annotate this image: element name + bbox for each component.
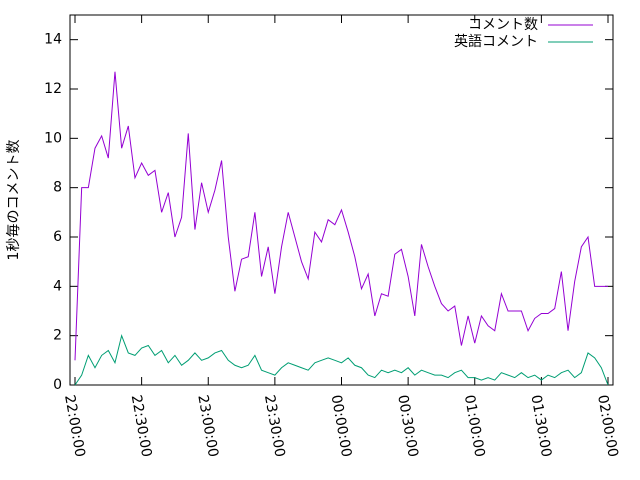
plot-frame	[69, 14, 614, 386]
x-tick-label: 23:30:00	[261, 394, 288, 459]
x-tick-label: 02:00:00	[594, 394, 621, 459]
y-tick-label: 14	[44, 32, 62, 48]
y-tick-label: 8	[53, 180, 62, 196]
y-axis-label: 1秒毎のコメント数	[6, 140, 22, 261]
x-tick-label: 00:00:00	[328, 394, 355, 459]
series-line	[74, 71, 608, 361]
y-tick-label: 2	[53, 328, 62, 344]
y-tick-label: 10	[44, 130, 62, 146]
y-tick-label: 12	[44, 81, 62, 97]
x-tick-label: 01:30:00	[527, 394, 554, 459]
x-tick-label: 22:30:00	[128, 394, 155, 459]
y-tick-label: 4	[53, 278, 62, 294]
y-tick-label: 0	[53, 377, 62, 393]
x-tick-label: 01:00:00	[461, 394, 488, 459]
legend-label: 英語コメント	[454, 33, 538, 50]
x-tick-label: 23:00:00	[194, 394, 221, 459]
y-tick-label: 6	[53, 229, 62, 245]
x-tick-label: 22:00:00	[61, 394, 88, 459]
series-line	[74, 334, 609, 386]
legend-label: コメント数	[468, 17, 538, 33]
x-tick-label: 00:30:00	[394, 394, 421, 459]
